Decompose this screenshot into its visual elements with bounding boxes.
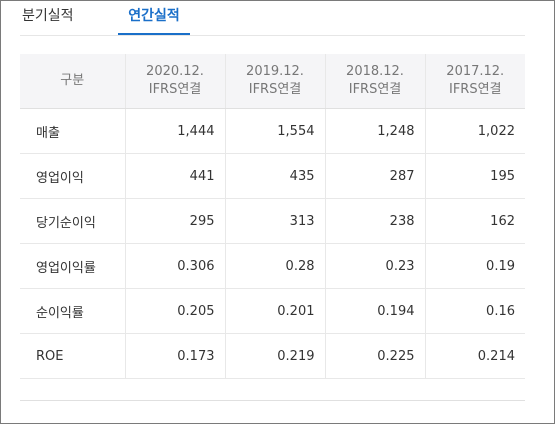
table-cell: 0.306 — [125, 243, 226, 289]
column-header: 2020.12. IFRS연결 — [125, 54, 226, 109]
table-row: 당기순이익 295 313 238 162 — [20, 198, 525, 244]
table-cell: 195 — [425, 153, 525, 199]
tab-divider — [20, 35, 525, 36]
row-label: 당기순이익 — [20, 198, 126, 244]
financial-table: 구분 2020.12. IFRS연결 2019.12. IFRS연결 2018.… — [20, 54, 525, 379]
column-header: 2017.12. IFRS연결 — [425, 54, 525, 109]
corner-header: 구분 — [20, 54, 126, 109]
table-cell: 162 — [425, 198, 525, 244]
table-cell: 0.28 — [225, 243, 326, 289]
tab-annual[interactable]: 연간실적 — [128, 8, 180, 24]
row-label: ROE — [20, 333, 126, 379]
table-cell: 313 — [225, 198, 326, 244]
column-basis: IFRS연결 — [448, 82, 502, 97]
table-cell: 0.225 — [325, 333, 426, 379]
column-basis: IFRS연결 — [248, 82, 302, 97]
table-cell: 238 — [325, 198, 426, 244]
column-header: 2018.12. IFRS연결 — [325, 54, 426, 109]
column-period: 2018.12. — [346, 64, 404, 79]
table-header-row: 구분 2020.12. IFRS연결 2019.12. IFRS연결 2018.… — [20, 54, 525, 109]
tab-bar: 분기실적 연간실적 — [0, 0, 555, 36]
table-row: 순이익률 0.205 0.201 0.194 0.16 — [20, 288, 525, 334]
table-row: 매출 1,444 1,554 1,248 1,022 — [20, 108, 525, 154]
table-cell: 0.194 — [325, 288, 426, 334]
table-cell: 1,022 — [425, 108, 525, 154]
row-label: 순이익률 — [20, 288, 126, 334]
tab-quarterly[interactable]: 분기실적 — [22, 8, 74, 24]
row-label: 영업이익 — [20, 153, 126, 199]
table-cell: 435 — [225, 153, 326, 199]
column-period: 2017.12. — [446, 64, 505, 79]
table-cell: 0.205 — [125, 288, 226, 334]
column-basis: IFRS연결 — [348, 82, 402, 97]
table-cell: 0.19 — [425, 243, 525, 289]
active-tab-indicator — [118, 33, 190, 35]
table-row: 영업이익률 0.306 0.28 0.23 0.19 — [20, 243, 525, 289]
table-cell: 0.16 — [425, 288, 525, 334]
table-cell: 0.23 — [325, 243, 426, 289]
table-cell: 287 — [325, 153, 426, 199]
table-cell: 0.173 — [125, 333, 226, 379]
table-cell: 295 — [125, 198, 226, 244]
column-period: 2020.12. — [146, 64, 204, 79]
table-cell: 0.219 — [225, 333, 326, 379]
table-cell: 0.214 — [425, 333, 525, 379]
column-basis: IFRS연결 — [148, 82, 202, 97]
row-label: 매출 — [20, 108, 126, 154]
table-cell: 1,554 — [225, 108, 326, 154]
table-cell: 1,248 — [325, 108, 426, 154]
table-row: 영업이익 441 435 287 195 — [20, 153, 525, 199]
section-bottom-divider — [20, 400, 525, 401]
table-cell: 1,444 — [125, 108, 226, 154]
table-row: ROE 0.173 0.219 0.225 0.214 — [20, 333, 525, 379]
row-label: 영업이익률 — [20, 243, 126, 289]
table-cell: 441 — [125, 153, 226, 199]
column-period: 2019.12. — [246, 64, 304, 79]
column-header: 2019.12. IFRS연결 — [225, 54, 326, 109]
table-cell: 0.201 — [225, 288, 326, 334]
